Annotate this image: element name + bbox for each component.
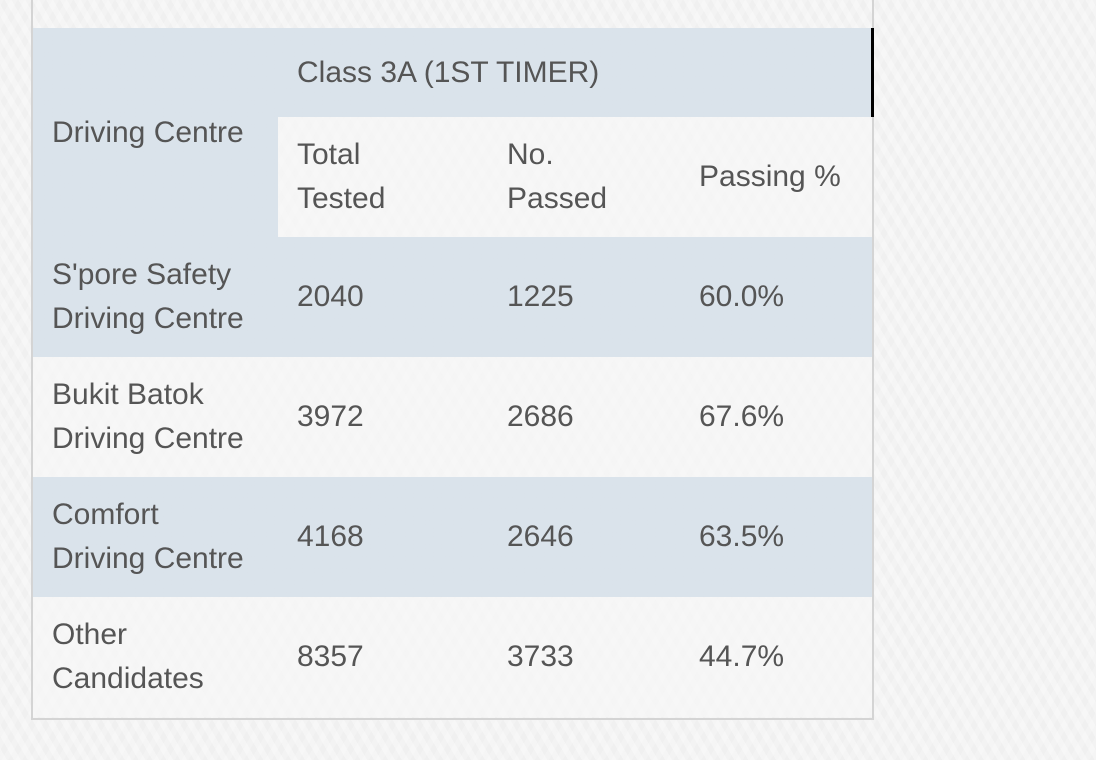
table-row: Other Candidates 8357 3733 44.7% [33, 597, 873, 717]
total-tested: 4168 [297, 520, 364, 553]
header-total-tested: Total Tested [278, 117, 488, 237]
centre-name: Bukit Batok Driving Centre [52, 378, 244, 455]
no-passed: 1225 [507, 280, 574, 313]
centre-name: Other Candidates [52, 618, 204, 695]
centre-name: S'pore Safety Driving Centre [52, 258, 244, 335]
table-row: Comfort Driving Centre 4168 2646 63.5% [33, 477, 873, 597]
centre-name: Comfort Driving Centre [52, 498, 244, 575]
header-passing-pct: Passing % [680, 117, 873, 237]
header-driving-centre: Driving Centre [33, 28, 278, 237]
header-no-passed: No. Passed [488, 117, 680, 237]
passing-pct: 60.0% [699, 280, 785, 313]
table-row: Bukit Batok Driving Centre 3972 2686 67.6… [33, 357, 873, 477]
passing-pct: 67.6% [699, 400, 785, 433]
no-passed: 3733 [507, 640, 574, 673]
passing-pct: 44.7% [699, 640, 785, 673]
passing-pct: 63.5% [699, 520, 785, 553]
table-frame [31, 0, 874, 720]
total-tested: 3972 [297, 400, 364, 433]
header-class-3a: Class 3A (1ST TIMER) [278, 28, 874, 117]
passing-rate-table: Driving Centre Class 3A (1ST TIMER) Tota… [33, 28, 874, 717]
no-passed: 2686 [507, 400, 574, 433]
total-tested: 8357 [297, 640, 364, 673]
total-tested: 2040 [297, 280, 364, 313]
table-row: S'pore Safety Driving Centre 2040 1225 60… [33, 237, 873, 357]
no-passed: 2646 [507, 520, 574, 553]
